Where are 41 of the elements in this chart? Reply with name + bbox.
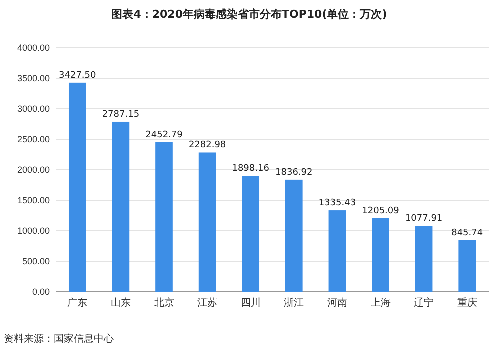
x-tick-label: 重庆: [457, 297, 478, 310]
data-label: 2452.79: [146, 130, 184, 140]
bar: [112, 122, 130, 292]
x-tick-label: 河南: [327, 297, 348, 310]
x-tick-label: 北京: [154, 297, 174, 310]
x-tick-label: 浙江: [284, 297, 304, 310]
bar: [68, 82, 86, 292]
bar: [156, 142, 173, 292]
y-tick-label: 3000.00: [17, 104, 50, 114]
y-tick-label: 3500.00: [17, 73, 50, 84]
x-tick-label: 四川: [240, 297, 261, 310]
chart-title: 图表4：2020年病毒感染省市分布TOP10(单位：万次): [112, 8, 388, 21]
text: 资料来源：国家信息中心: [4, 333, 114, 345]
x-tick-label: 上海: [370, 297, 391, 310]
data-label: 3427.50: [59, 70, 97, 81]
y-tick-label: 2500.00: [17, 134, 50, 144]
data-label: 1898.16: [232, 164, 270, 174]
y-tick-label: 1000.00: [17, 226, 50, 236]
data-label: 845.74: [452, 228, 484, 238]
bar: [198, 152, 216, 292]
bar: [242, 176, 260, 292]
data-label: 1335.43: [318, 198, 356, 209]
bar: [285, 180, 303, 292]
data-label: 2282.98: [188, 140, 226, 151]
y-tick-label: 0.00: [32, 286, 50, 297]
y-tick-label: 4000.00: [17, 42, 50, 53]
bar: [372, 218, 390, 292]
x-tick-label: 江苏: [198, 297, 218, 310]
y-tick-label: 500.00: [22, 256, 50, 266]
x-tick-label: 辽宁: [414, 297, 434, 310]
data-label: 2787.15: [102, 110, 140, 120]
y-tick-label: 2000.00: [17, 164, 50, 175]
x-tick-label: 山东: [110, 297, 131, 310]
bar: [415, 226, 433, 292]
data-label: 1077.91: [405, 214, 443, 224]
bar: [458, 240, 476, 292]
bar: [328, 210, 346, 292]
y-tick-label: 1500.00: [17, 195, 50, 206]
data-label: 1836.92: [276, 168, 313, 178]
data-label: 1205.09: [362, 206, 400, 216]
x-tick-label: 广东: [68, 297, 88, 310]
